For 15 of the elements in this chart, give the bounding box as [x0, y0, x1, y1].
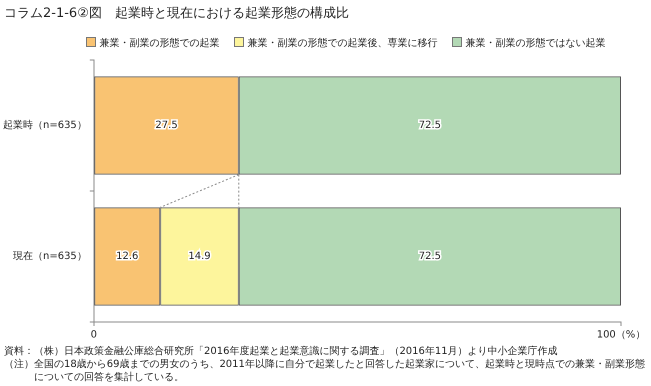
data-label: 14.9 — [188, 251, 211, 262]
data-label: 12.6 — [116, 251, 138, 262]
data-label: 72.5 — [418, 120, 442, 132]
chart-title: コラム2-1-6②図 起業時と現在における起業形態の構成比 — [4, 5, 349, 22]
text: 兼業・副業の形態ではない起業 — [466, 38, 606, 49]
x-tick-label: 0 — [90, 330, 97, 341]
data-label: 27.5 — [155, 120, 178, 132]
text: （注）全国の18歳から69歳までの男女のうち、2011年以降に自分で起業したと回答した起業家について、起業時と現時点での兼業・副業形態についての回答を集計している。 — [4, 358, 646, 384]
y-tick-label: 現在（n=635） — [12, 250, 87, 262]
x-tick-label: 100（%） — [596, 330, 646, 341]
y-tick-label: 起業時（n=635） — [2, 119, 87, 132]
text: 資料：（株）日本政策金融公庫総合研究所「2016年度起業と起業意識に関する調査」（2016年11月）より中小企業庁作成 — [4, 345, 559, 358]
legend-label: 兼業・副業の形態での起業 — [100, 38, 220, 49]
legend-label: 兼業・副業の形態での起業後、専業に移行 — [248, 38, 438, 49]
data-label: 72.5 — [418, 251, 442, 262]
